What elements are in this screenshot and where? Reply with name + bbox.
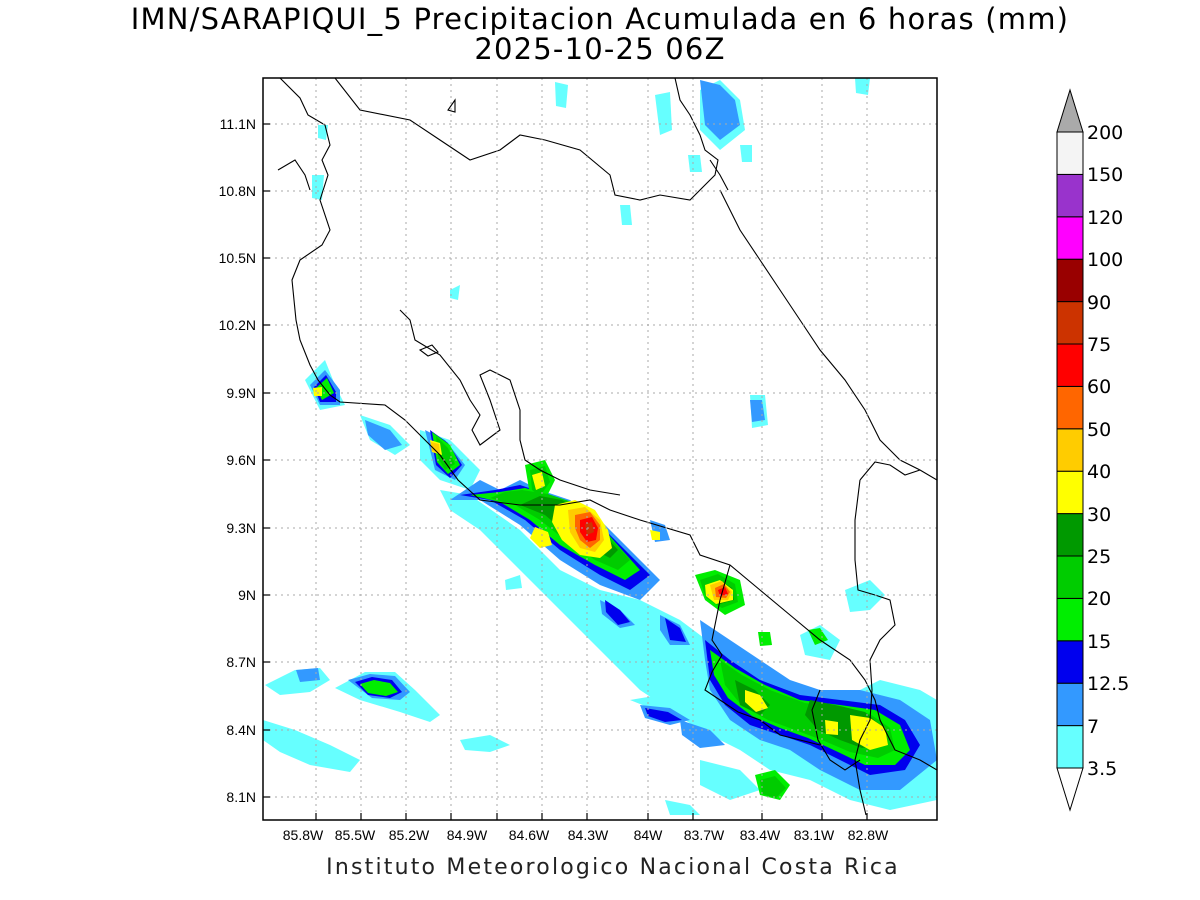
lat-label: 8.7N (226, 654, 256, 670)
colorbar-cell (1056, 640, 1084, 684)
colorbar-label: 30 (1087, 504, 1111, 526)
colorbar-cell (1056, 682, 1084, 727)
colorbar-label: 100 (1087, 249, 1123, 271)
colorbar-labels: 200 150 120 100 90 75 60 50 40 30 25 20 … (1087, 122, 1129, 780)
colorbar-legend: 200 150 120 100 90 75 60 50 40 30 25 20 … (1056, 88, 1129, 812)
lon-label: 83.1W (794, 827, 835, 843)
footer-credit: Instituto Meteorologico Nacional Costa R… (326, 855, 900, 880)
lon-label: 84.9W (447, 827, 488, 843)
colorbar-cell (1056, 513, 1084, 557)
lon-label: 85.8W (283, 827, 324, 843)
map-title: IMN/SARAPIQUI_5 Precipitacion Acumulada … (130, 2, 1070, 36)
lon-label: 83.7W (684, 827, 725, 843)
lat-label: 9.3N (226, 520, 256, 536)
colorbar-cell (1056, 428, 1084, 472)
lat-label: 9.9N (226, 385, 256, 401)
map-gridlines (263, 78, 937, 820)
map-subtitle-datetime: 2025-10-25 06Z (474, 32, 726, 66)
lat-label: 9N (238, 587, 256, 603)
colorbar-label: 25 (1087, 546, 1111, 568)
axis-ticks (263, 123, 868, 820)
lat-label: 10.2N (219, 317, 256, 333)
lon-label: 82.8W (848, 827, 889, 843)
longitude-labels: 85.8W 85.5W 85.2W 84.9W 84.6W 84.3W 84W … (283, 827, 889, 843)
lat-label: 10.8N (219, 183, 256, 199)
lat-label: 8.4N (226, 722, 256, 738)
colorbar-label: 60 (1087, 376, 1111, 398)
colorbar-cell (1056, 597, 1084, 642)
colorbar-label: 12.5 (1087, 673, 1129, 695)
colorbar-cell (1056, 555, 1084, 599)
latitude-labels: 11.1N 10.8N 10.5N 10.2N 9.9N 9.6N 9.3N 9… (219, 116, 256, 805)
lat-label: 10.5N (219, 250, 256, 266)
colorbar-label: 50 (1087, 419, 1111, 441)
map-frame (262, 77, 938, 821)
precipitation-field (263, 78, 937, 815)
colorbar-label: 200 (1087, 122, 1123, 144)
colorbar-cell (1056, 725, 1084, 769)
colorbar-label: 15 (1087, 631, 1111, 653)
lat-label: 9.6N (226, 452, 256, 468)
colorbar-bottom-arrow (1056, 767, 1084, 812)
colorbar-cell (1056, 301, 1084, 345)
colorbar-label: 120 (1087, 207, 1123, 229)
lat-label: 8.1N (226, 789, 256, 805)
colorbar-label: 90 (1087, 292, 1111, 314)
precip-75-90mm (585, 522, 594, 535)
lon-label: 85.5W (335, 827, 376, 843)
colorbar-cell (1056, 131, 1084, 175)
lat-label: 11.1N (220, 116, 256, 132)
colorbar-cell (1056, 258, 1084, 303)
lon-label: 84.6W (509, 827, 550, 843)
colorbar-label: 3.5 (1087, 758, 1117, 780)
colorbar-label: 20 (1087, 588, 1111, 610)
coastline-borders (277, 78, 937, 816)
lon-label: 85.2W (389, 827, 430, 843)
colorbar-cell (1056, 470, 1084, 515)
colorbar-cell (1056, 343, 1084, 387)
lon-label: 84W (634, 827, 664, 843)
lon-label: 83.4W (740, 827, 781, 843)
colorbar-label: 40 (1087, 461, 1111, 483)
colorbar-cell (1056, 216, 1084, 260)
colorbar-cell (1056, 385, 1084, 430)
colorbar-top-arrow (1056, 88, 1084, 133)
colorbar-label: 75 (1087, 334, 1111, 356)
colorbar-cells (1056, 131, 1084, 769)
colorbar-cell (1056, 173, 1084, 218)
lon-label: 84.3W (568, 827, 609, 843)
colorbar-label: 150 (1087, 164, 1123, 186)
colorbar-label: 7 (1087, 716, 1099, 738)
